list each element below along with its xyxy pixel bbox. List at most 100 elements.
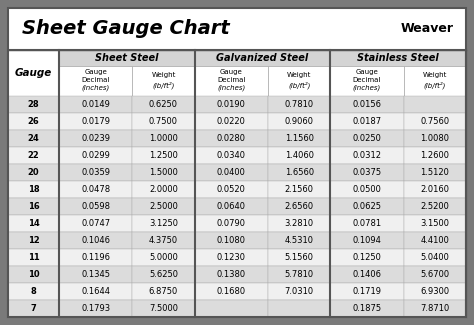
Bar [8,232,59,249]
Bar [330,266,404,283]
Text: 0.0340: 0.0340 [217,151,246,160]
Text: (inches): (inches) [82,85,110,91]
Bar [8,283,59,300]
Bar [268,66,330,96]
Text: 0.0640: 0.0640 [217,202,246,211]
Bar [195,164,268,181]
Bar [132,283,195,300]
Bar [195,66,268,96]
Text: 22: 22 [27,151,39,160]
Text: 5.6700: 5.6700 [420,270,449,279]
Text: 0.0478: 0.0478 [81,185,110,194]
Text: Decimal: Decimal [353,77,381,83]
Text: 1.4060: 1.4060 [285,151,314,160]
Bar [195,283,268,300]
Text: 5.7810: 5.7810 [284,270,314,279]
Bar [404,66,466,96]
Text: 0.7560: 0.7560 [420,117,449,126]
Bar [8,113,59,130]
Text: 18: 18 [27,185,39,194]
Bar [132,232,195,249]
Bar [59,181,132,198]
Bar [195,232,268,249]
Text: Weight: Weight [423,72,447,78]
Bar [132,266,195,283]
Text: 0.0781: 0.0781 [353,219,382,228]
Bar [195,113,268,130]
Text: 1.2600: 1.2600 [420,151,449,160]
Bar [404,198,466,215]
Bar [195,198,268,215]
Bar [59,164,132,181]
Text: 0.6250: 0.6250 [149,100,178,109]
Bar [195,50,330,66]
Text: Gauge: Gauge [15,68,52,78]
Bar [132,249,195,266]
Text: 0.1380: 0.1380 [217,270,246,279]
Text: 0.1793: 0.1793 [81,304,110,313]
Bar [330,283,404,300]
Text: 3.1250: 3.1250 [149,219,178,228]
Bar [404,147,466,164]
Text: 12: 12 [27,236,39,245]
Bar [132,164,195,181]
Bar [132,300,195,317]
Text: 0.0625: 0.0625 [353,202,382,211]
Text: Sheet Gauge Chart: Sheet Gauge Chart [22,20,230,38]
Text: 0.0149: 0.0149 [81,100,110,109]
Bar [330,232,404,249]
Text: 0.7500: 0.7500 [149,117,178,126]
Text: (lb/ft²): (lb/ft²) [152,82,175,89]
Bar [268,198,330,215]
Bar [268,232,330,249]
Bar [59,113,132,130]
Bar [268,147,330,164]
Text: 5.0000: 5.0000 [149,253,178,262]
Bar [132,130,195,147]
Text: 0.0250: 0.0250 [353,134,382,143]
Text: 4.3750: 4.3750 [149,236,178,245]
Bar [132,113,195,130]
Text: 2.6560: 2.6560 [284,202,314,211]
Bar [132,198,195,215]
Text: Decimal: Decimal [82,77,110,83]
Text: 0.0375: 0.0375 [353,168,382,177]
Text: (lb/ft²): (lb/ft²) [288,82,310,89]
Text: 11: 11 [27,253,39,262]
Text: 0.0520: 0.0520 [217,185,246,194]
Text: 0.1080: 0.1080 [217,236,246,245]
Text: 20: 20 [27,168,39,177]
Text: 2.0160: 2.0160 [420,185,449,194]
Bar [268,113,330,130]
Text: 0.0790: 0.0790 [217,219,246,228]
Bar [59,96,132,113]
Bar [268,164,330,181]
Text: 0.0220: 0.0220 [217,117,246,126]
Bar [268,96,330,113]
Text: 1.0000: 1.0000 [149,134,178,143]
Bar [268,249,330,266]
Text: 24: 24 [27,134,39,143]
Text: 0.1406: 0.1406 [353,270,382,279]
Bar [404,215,466,232]
Bar [404,232,466,249]
Bar [132,181,195,198]
Text: 0.1046: 0.1046 [81,236,110,245]
Text: 0.7810: 0.7810 [284,100,314,109]
Text: 5.6250: 5.6250 [149,270,178,279]
Text: 0.1250: 0.1250 [353,253,382,262]
Bar [8,266,59,283]
Bar [59,300,132,317]
Text: 1.1560: 1.1560 [285,134,314,143]
Bar [330,96,404,113]
Text: Weaver: Weaver [401,22,454,35]
Bar [330,164,404,181]
Bar [8,50,466,317]
Text: 1.2500: 1.2500 [149,151,178,160]
Text: 2.1560: 2.1560 [285,185,314,194]
Text: (lb/ft²): (lb/ft²) [424,82,446,89]
Text: 0.0299: 0.0299 [81,151,110,160]
Text: 0.1196: 0.1196 [81,253,110,262]
Bar [8,181,59,198]
Text: 3.1500: 3.1500 [420,219,449,228]
